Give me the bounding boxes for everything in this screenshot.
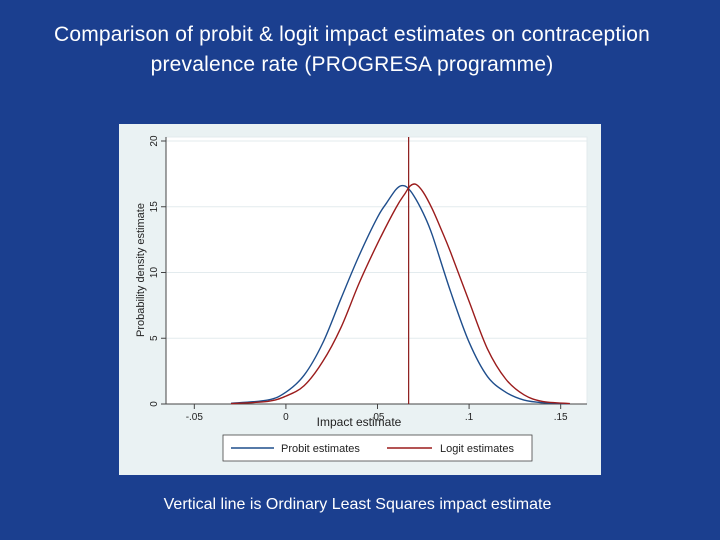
legend-label-logit: Logit estimates: [440, 443, 514, 455]
y-gridlines: [166, 140, 587, 339]
slide-title: Comparison of probit & logit impact esti…: [53, 23, 651, 76]
x-tick-label: .1: [465, 412, 474, 423]
plot-area: [165, 136, 588, 405]
probit-series-line: [230, 184, 570, 405]
x-tick-label: .05: [371, 412, 385, 423]
y-axis-title: Probability density estimate: [135, 203, 147, 337]
y-tick-label: 10: [149, 267, 160, 279]
x-tick-label: -.05: [186, 412, 204, 423]
x-axis-title: Impact estimate: [317, 415, 402, 429]
density-chart: -.05 0 .05 .1 .15 0 5 10 15 20 Impact estimate P…: [135, 135, 588, 462]
y-tick-label: 5: [149, 335, 160, 341]
chart-figure: -.05 0 .05 .1 .15 0 5 10 15 20 Impact estimate P…: [119, 124, 601, 475]
series-layer: [230, 183, 570, 405]
y-tick-label: 15: [149, 201, 160, 213]
x-tick-label: 0: [283, 412, 289, 423]
y-axis: 0 5 10 15 20: [149, 135, 167, 407]
legend-box: [222, 434, 533, 462]
caption: Vertical line is Ordinary Least Squares …: [163, 496, 552, 513]
legend-label-probit: Probit estimates: [281, 443, 360, 455]
y-tick-label: 20: [149, 135, 160, 147]
y-tick-label: 0: [149, 401, 160, 407]
logit-series-line: [230, 183, 570, 405]
x-tick-label: .15: [554, 412, 568, 423]
legend: Probit estimates Logit estimates: [222, 434, 533, 462]
